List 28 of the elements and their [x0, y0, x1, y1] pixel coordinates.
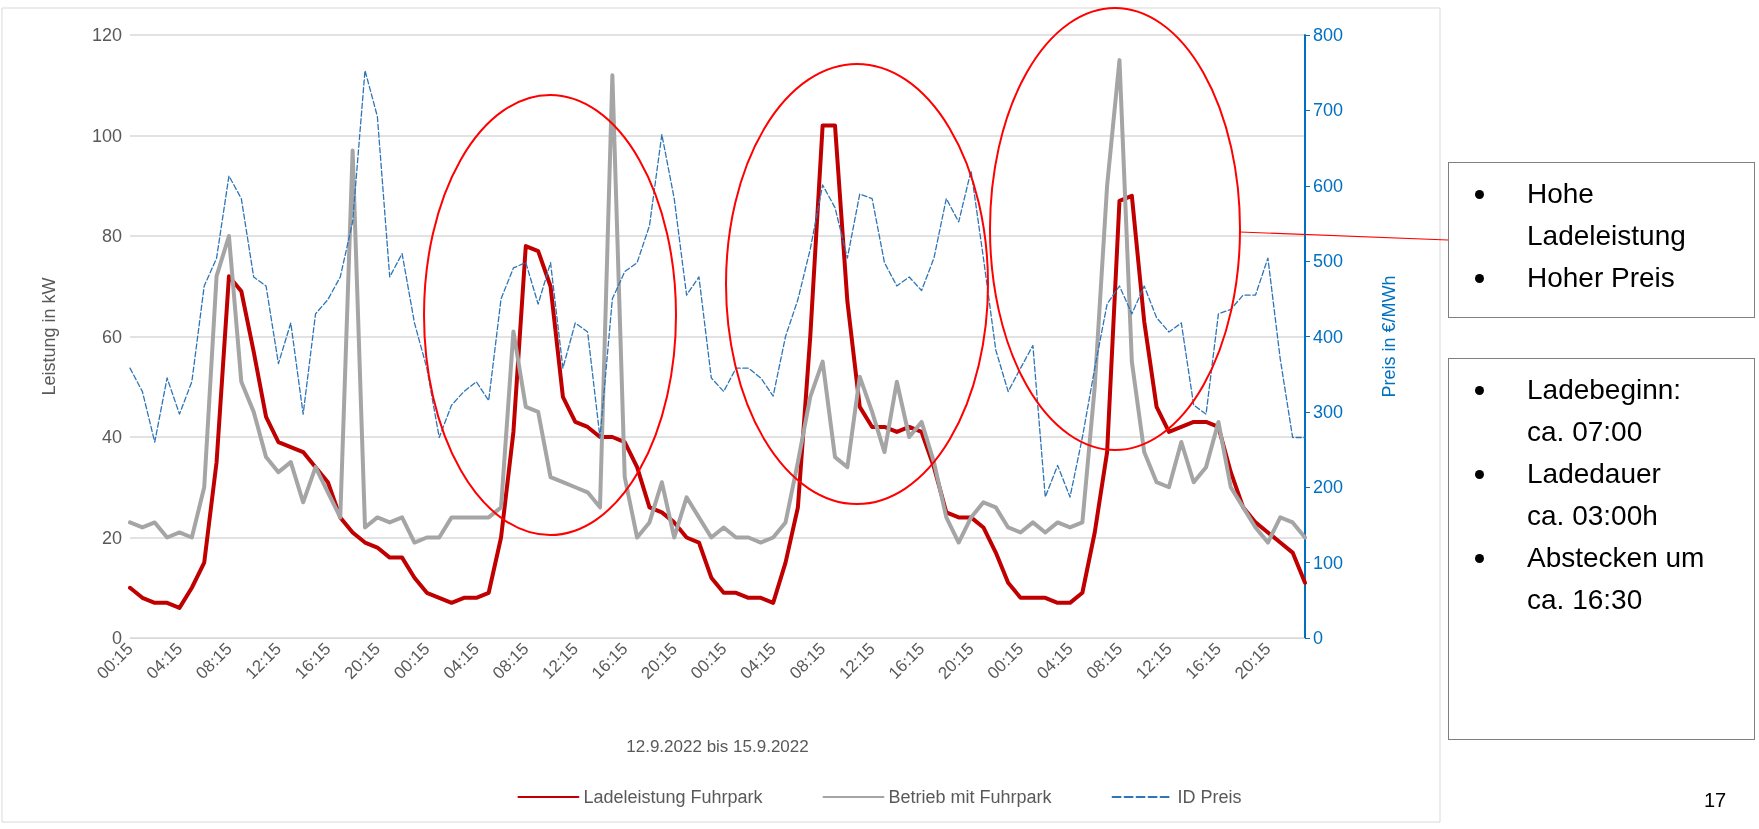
y-axis-title: Leistung in kW	[39, 277, 59, 396]
text: Hoher Preis	[1526, 261, 1676, 295]
y-tick-label: 20	[101, 527, 122, 548]
y2-tick-label: 200	[1313, 477, 1344, 498]
y2-tick-label: 300	[1313, 401, 1344, 422]
y2-tick-label: 600	[1313, 175, 1344, 196]
y2-axis-title: Preis in €/MWh	[1379, 275, 1399, 398]
text: Ladedauer ca. 03:00h	[1526, 457, 1662, 533]
y-tick-label: 40	[101, 427, 122, 447]
y2-tick-label: 0	[1313, 628, 1324, 648]
y2-tick-label: 100	[1313, 552, 1344, 573]
legend-label: Ladeleistung Fuhrpark	[583, 787, 764, 807]
y-tick-label: 60	[101, 326, 122, 347]
y2-tick-label: 400	[1313, 326, 1344, 347]
legend-label: Betrieb mit Fuhrpark	[888, 787, 1053, 807]
y-tick-label: 120	[91, 25, 122, 45]
legend-label: ID Preis	[1177, 787, 1242, 807]
text: Ladebeginn: ca. 07:00	[1526, 373, 1683, 449]
text: Hohe Ladeleistung	[1526, 177, 1687, 253]
text: 17	[1704, 789, 1727, 811]
y2-tick-label: 500	[1313, 251, 1344, 272]
y-tick-label: 100	[91, 125, 122, 146]
text: Abstecken um ca. 16:30	[1526, 541, 1706, 617]
y-tick-label: 80	[101, 226, 122, 246]
line-series	[128, 123, 1307, 610]
y2-tick-label: 800	[1313, 25, 1344, 45]
x-axis-title: 12.9.2022 bis 15.9.2022	[626, 737, 809, 756]
y2-tick-label: 700	[1313, 100, 1344, 121]
